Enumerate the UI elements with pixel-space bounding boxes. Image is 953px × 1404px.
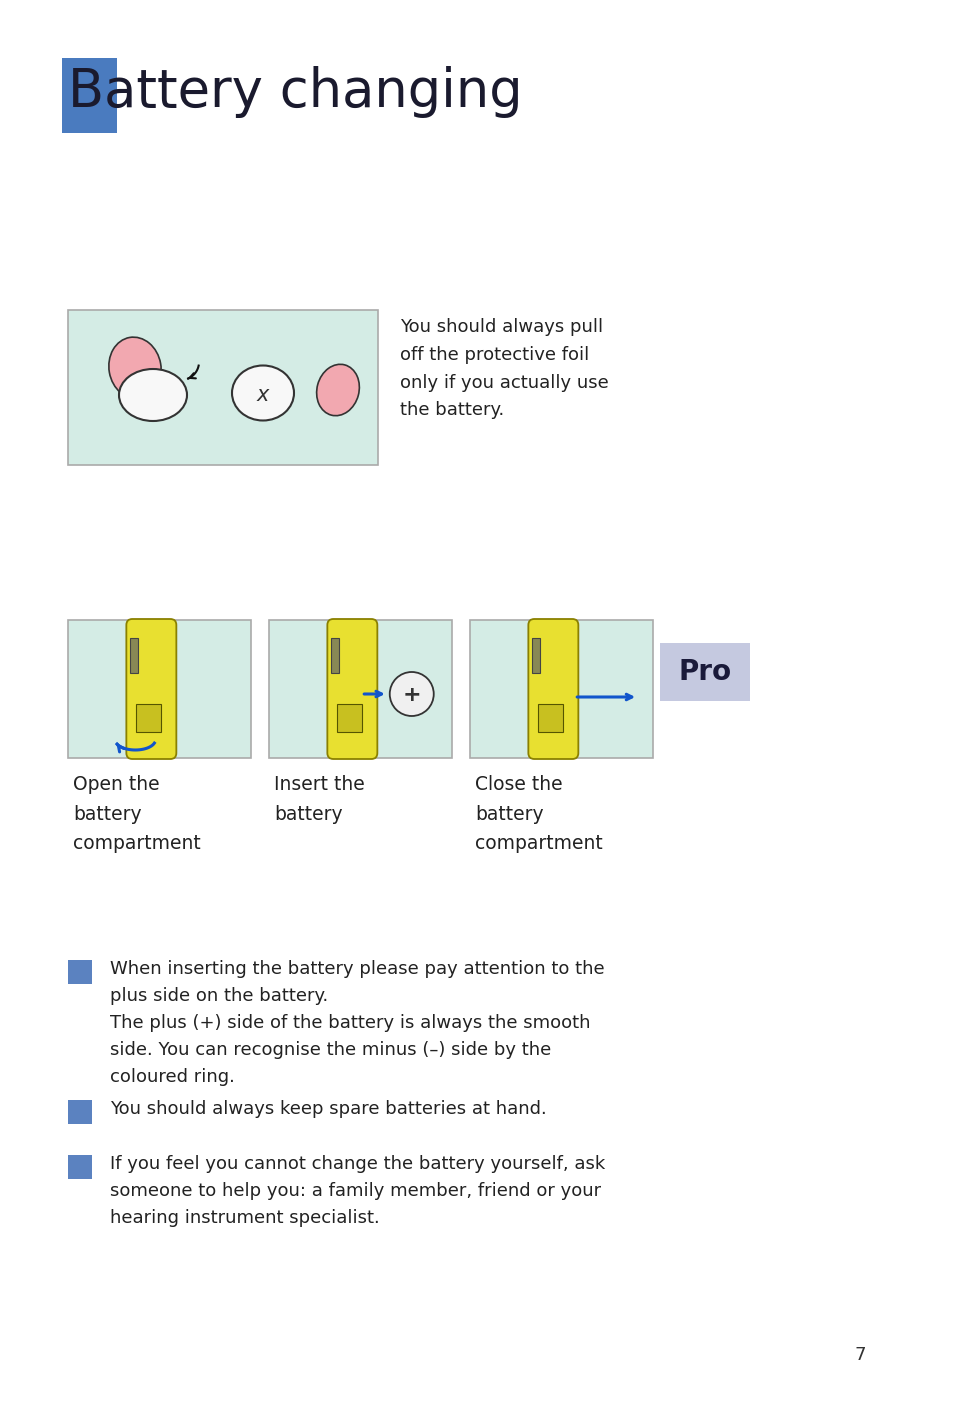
Bar: [659, 643, 749, 701]
Bar: [537, 703, 563, 731]
Bar: [62, 58, 117, 133]
Text: 7: 7: [853, 1346, 864, 1365]
FancyBboxPatch shape: [126, 619, 176, 760]
Ellipse shape: [119, 369, 187, 421]
Text: Pro: Pro: [678, 658, 731, 687]
Bar: [68, 621, 251, 758]
Bar: [68, 960, 91, 984]
Text: +: +: [402, 685, 420, 705]
Text: Battery changing: Battery changing: [68, 66, 522, 118]
Text: You should always keep spare batteries at hand.: You should always keep spare batteries a…: [110, 1099, 546, 1118]
Bar: [68, 310, 377, 465]
Bar: [331, 637, 339, 673]
Bar: [532, 637, 539, 673]
Bar: [269, 621, 452, 758]
Ellipse shape: [232, 365, 294, 421]
Ellipse shape: [316, 364, 359, 416]
Text: x: x: [256, 385, 269, 404]
Bar: [470, 621, 652, 758]
Bar: [337, 703, 362, 731]
FancyBboxPatch shape: [528, 619, 578, 760]
Text: Close the
battery
compartment: Close the battery compartment: [475, 775, 602, 854]
Bar: [131, 637, 138, 673]
Circle shape: [390, 673, 434, 716]
Text: Insert the
battery: Insert the battery: [274, 775, 364, 824]
Text: If you feel you cannot change the battery yourself, ask
someone to help you: a f: If you feel you cannot change the batter…: [110, 1155, 604, 1227]
Bar: [68, 1099, 91, 1125]
Text: You should always pull
off the protective foil
only if you actually use
the batt: You should always pull off the protectiv…: [399, 317, 608, 420]
Ellipse shape: [109, 337, 161, 399]
Text: Open the
battery
compartment: Open the battery compartment: [73, 775, 200, 854]
FancyBboxPatch shape: [327, 619, 377, 760]
Text: When inserting the battery please pay attention to the
plus side on the battery.: When inserting the battery please pay at…: [110, 960, 604, 1087]
Bar: [68, 1155, 91, 1179]
Bar: [136, 703, 161, 731]
